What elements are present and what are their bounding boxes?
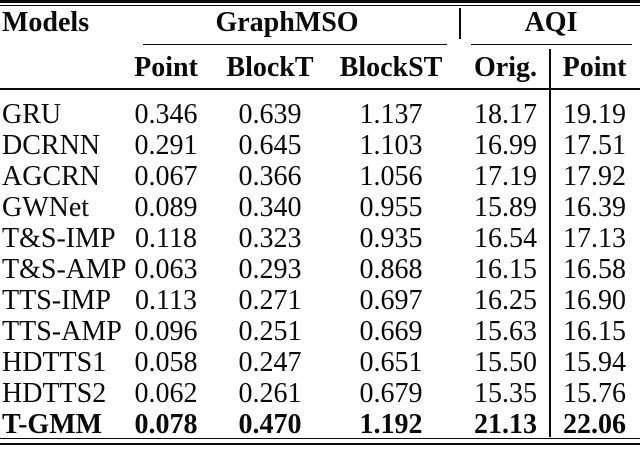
sub-header-orig: Orig.	[474, 52, 538, 83]
metric-value: 15.63	[474, 316, 538, 347]
table-row: GRU 0.346 0.639 1.137 18.17 19.19	[0, 99, 640, 130]
metric-value: 21.13	[474, 409, 538, 440]
table-row: TTS-AMP 0.096 0.251 0.669 15.63 16.15	[0, 316, 640, 347]
metric-value: 0.366	[238, 161, 302, 192]
metric-value: 17.13	[563, 223, 627, 254]
metric-value: 0.261	[238, 378, 302, 409]
metric-value: 16.25	[474, 285, 538, 316]
model-name: T&S-AMP	[2, 254, 127, 285]
metric-value: 0.271	[238, 285, 302, 316]
header-separator-rule	[0, 87, 640, 90]
bottom-rule-thin	[0, 437, 640, 439]
metric-value: 0.089	[134, 192, 198, 223]
metric-value: 17.19	[474, 161, 538, 192]
metric-value: 0.697	[359, 285, 423, 316]
metric-value: 16.58	[563, 254, 627, 285]
sub-header-blockst: BlockST	[339, 52, 443, 83]
sub-header-empty	[0, 46, 112, 99]
header-section-divider	[459, 8, 461, 39]
metric-value: 0.118	[135, 223, 197, 254]
metric-value: 0.096	[134, 316, 198, 347]
metric-value: 0.058	[134, 347, 198, 378]
table-row-proposed-method: T-GMM 0.078 0.470 1.192 21.13 22.06	[0, 409, 640, 440]
model-name: GWNet	[2, 192, 90, 223]
metric-value: 0.062	[134, 378, 198, 409]
group-header-graphmso: GraphMSO	[215, 7, 359, 38]
model-name: AGCRN	[2, 161, 101, 192]
metric-value: 0.340	[238, 192, 302, 223]
group-header-aqi: AQI	[524, 7, 578, 38]
metric-value: 0.669	[359, 316, 423, 347]
sub-header-aqi-point: Point	[562, 52, 627, 83]
metric-value: 15.50	[474, 347, 538, 378]
metric-value: 0.639	[238, 99, 302, 130]
metric-value: 15.35	[474, 378, 538, 409]
table-row: GWNet 0.089 0.340 0.955 15.89 16.39	[0, 192, 640, 223]
metric-value: 17.51	[563, 130, 627, 161]
metric-value: 0.251	[238, 316, 302, 347]
cmidrule-aqi	[471, 43, 632, 45]
metric-value: 1.137	[359, 99, 423, 130]
metric-value: 18.17	[474, 99, 538, 130]
metric-value: 0.323	[238, 223, 302, 254]
top-rule-thick	[0, 0, 640, 3]
model-name: GRU	[2, 99, 62, 130]
metric-value: 0.078	[134, 409, 198, 440]
metric-value: 0.247	[238, 347, 302, 378]
metric-value: 16.15	[474, 254, 538, 285]
top-rule-thin	[0, 4, 640, 6]
metric-value: 0.063	[134, 254, 198, 285]
metric-value: 0.868	[359, 254, 423, 285]
metric-value: 1.056	[359, 161, 423, 192]
model-name: DCRNN	[2, 130, 101, 161]
metric-value: 15.89	[474, 192, 538, 223]
table-row: DCRNN 0.291 0.645 1.103 16.99 17.51	[0, 130, 640, 161]
metric-value: 0.470	[238, 409, 302, 440]
metric-value: 0.651	[359, 347, 423, 378]
metric-value: 16.54	[474, 223, 538, 254]
metric-value: 15.76	[563, 378, 627, 409]
cmidrule-graphmso	[143, 43, 447, 45]
model-name: T&S-IMP	[2, 223, 116, 254]
metric-value: 0.291	[134, 130, 198, 161]
metric-value: 19.19	[563, 99, 627, 130]
table-row: TTS-IMP 0.113 0.271 0.697 16.25 16.90	[0, 285, 640, 316]
metric-value: 16.15	[563, 316, 627, 347]
table-row: HDTTS2 0.062 0.261 0.679 15.35 15.76	[0, 378, 640, 409]
table-row: AGCRN 0.067 0.366 1.056 17.19 17.92	[0, 161, 640, 192]
metric-value: 0.293	[238, 254, 302, 285]
metric-value: 16.90	[563, 285, 627, 316]
model-name: TTS-IMP	[2, 285, 111, 316]
sub-header-blockt: BlockT	[226, 52, 314, 83]
metric-value: 15.94	[563, 347, 627, 378]
metric-value: 0.935	[359, 223, 423, 254]
metric-value: 0.955	[359, 192, 423, 223]
metric-value: 1.103	[359, 130, 423, 161]
table-row: T&S-IMP 0.118 0.323 0.935 16.54 17.13	[0, 223, 640, 254]
metric-value: 0.645	[238, 130, 302, 161]
corner-header-models: Models	[2, 7, 90, 38]
aqi-column-divider	[549, 49, 551, 437]
model-name: HDTTS2	[2, 378, 107, 409]
metric-value: 16.39	[563, 192, 627, 223]
metric-value: 16.99	[474, 130, 538, 161]
sub-header-row: Point BlockT BlockST Orig. Point	[0, 46, 640, 99]
results-table: Models GraphMSO AQI Point BlockT BlockST…	[0, 0, 640, 440]
model-name: TTS-AMP	[2, 316, 122, 347]
metric-value: 1.192	[359, 409, 423, 440]
metric-value: 0.346	[134, 99, 198, 130]
metric-value: 0.679	[359, 378, 423, 409]
metric-value: 0.067	[134, 161, 198, 192]
bottom-rule-thick	[0, 442, 640, 446]
model-name: HDTTS1	[2, 347, 107, 378]
metric-value: 22.06	[563, 409, 627, 440]
table-row: T&S-AMP 0.063 0.293 0.868 16.15 16.58	[0, 254, 640, 285]
metric-value: 17.92	[563, 161, 627, 192]
table-row: HDTTS1 0.058 0.247 0.651 15.50 15.94	[0, 347, 640, 378]
sub-header-point: Point	[134, 52, 198, 83]
model-name: T-GMM	[2, 409, 103, 440]
group-header-row: Models GraphMSO AQI	[0, 0, 640, 46]
metric-value: 0.113	[135, 285, 197, 316]
